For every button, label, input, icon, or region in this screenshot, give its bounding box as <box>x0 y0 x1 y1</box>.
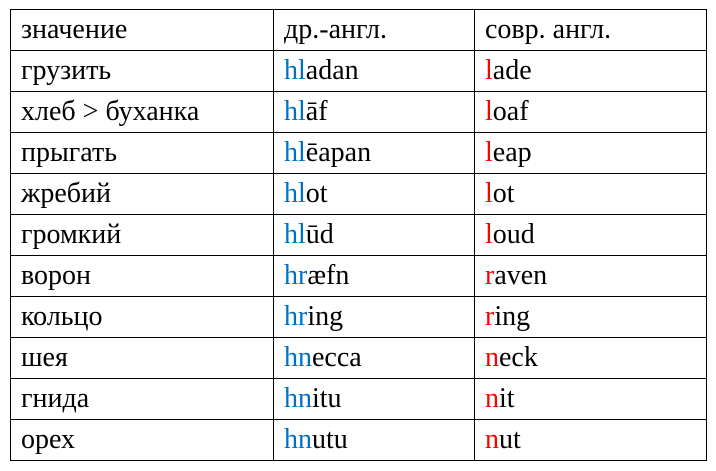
meaning-cell: громкий <box>10 214 274 256</box>
modern-english-prefix: l <box>485 137 493 168</box>
header-modern-english: совр. англ. <box>474 9 707 51</box>
old-english-rest: ūd <box>305 219 334 250</box>
modern-english-prefix: n <box>485 383 499 414</box>
header-row: значение др.-англ. совр. англ. <box>10 9 707 51</box>
modern-english-prefix: n <box>485 342 499 373</box>
table-row: орех hnutu nut <box>10 419 707 461</box>
meaning-cell: хлеб > буханка <box>10 91 274 133</box>
old-english-cell: hring <box>273 296 475 338</box>
header-old-english: др.-англ. <box>273 9 475 51</box>
modern-english-cell: raven <box>474 255 707 297</box>
table-row: ворон hræfn raven <box>10 255 707 297</box>
modern-english-cell: ring <box>474 296 707 338</box>
old-english-cell: hræfn <box>273 255 475 297</box>
old-english-prefix: hl <box>284 96 306 127</box>
modern-english-rest: it <box>499 383 515 414</box>
table-row: кольцо hring ring <box>10 296 707 338</box>
modern-english-cell: leap <box>474 132 707 174</box>
word-table: значение др.-англ. совр. англ. грузить h… <box>10 9 707 461</box>
modern-english-rest: ade <box>492 55 532 86</box>
modern-english-rest: ut <box>499 424 521 455</box>
modern-english-prefix: r <box>485 260 495 291</box>
meaning-cell: гнида <box>10 378 274 420</box>
modern-english-rest: ot <box>492 178 515 209</box>
meaning-cell: прыгать <box>10 132 274 174</box>
old-english-prefix: hn <box>284 342 312 373</box>
old-english-rest: ing <box>307 301 344 332</box>
header-meaning: значение <box>10 9 274 51</box>
table-row: гнида hnitu nit <box>10 378 707 420</box>
modern-english-prefix: r <box>485 301 495 332</box>
modern-english-rest: oud <box>492 219 535 250</box>
old-english-cell: hnutu <box>273 419 475 461</box>
old-english-rest: ot <box>305 178 328 209</box>
old-english-cell: hnecca <box>273 337 475 379</box>
modern-english-prefix: l <box>485 219 493 250</box>
old-english-rest: itu <box>312 383 342 414</box>
old-english-rest: ecca <box>312 342 362 373</box>
old-english-prefix: hn <box>284 383 312 414</box>
modern-english-rest: ing <box>494 301 531 332</box>
meaning-cell: ворон <box>10 255 274 297</box>
modern-english-prefix: n <box>485 424 499 455</box>
old-english-prefix: hr <box>284 301 308 332</box>
modern-english-cell: nut <box>474 419 707 461</box>
old-english-rest: ēapan <box>305 137 372 168</box>
table-row: грузить hladan lade <box>10 50 707 92</box>
modern-english-cell: nit <box>474 378 707 420</box>
modern-english-rest: oaf <box>492 96 529 127</box>
old-english-rest: adan <box>305 55 359 86</box>
modern-english-cell: loud <box>474 214 707 256</box>
meaning-cell: орех <box>10 419 274 461</box>
modern-english-prefix: l <box>485 178 493 209</box>
table-row: шея hnecca neck <box>10 337 707 379</box>
old-english-rest: æfn <box>307 260 350 291</box>
old-english-prefix: hn <box>284 424 312 455</box>
modern-english-rest: aven <box>494 260 548 291</box>
old-english-cell: hlūd <box>273 214 475 256</box>
table-row: громкий hlūd loud <box>10 214 707 256</box>
old-english-prefix: hl <box>284 137 306 168</box>
old-english-cell: hlāf <box>273 91 475 133</box>
modern-english-rest: eck <box>499 342 538 373</box>
modern-english-cell: lot <box>474 173 707 215</box>
old-english-cell: hnitu <box>273 378 475 420</box>
table-row: хлеб > буханка hlāf loaf <box>10 91 707 133</box>
old-english-rest: utu <box>312 424 348 455</box>
old-english-cell: hlot <box>273 173 475 215</box>
meaning-cell: кольцо <box>10 296 274 338</box>
table-row: жребий hlot lot <box>10 173 707 215</box>
old-english-cell: hlēapan <box>273 132 475 174</box>
modern-english-rest: eap <box>492 137 532 168</box>
old-english-prefix: hl <box>284 55 306 86</box>
old-english-prefix: hl <box>284 219 306 250</box>
meaning-cell: грузить <box>10 50 274 92</box>
modern-english-cell: neck <box>474 337 707 379</box>
old-english-rest: āf <box>305 96 328 127</box>
modern-english-cell: lade <box>474 50 707 92</box>
meaning-cell: жребий <box>10 173 274 215</box>
modern-english-prefix: l <box>485 55 493 86</box>
modern-english-prefix: l <box>485 96 493 127</box>
old-english-prefix: hl <box>284 178 306 209</box>
table-row: прыгать hlēapan leap <box>10 132 707 174</box>
modern-english-cell: loaf <box>474 91 707 133</box>
meaning-cell: шея <box>10 337 274 379</box>
old-english-cell: hladan <box>273 50 475 92</box>
old-english-prefix: hr <box>284 260 308 291</box>
